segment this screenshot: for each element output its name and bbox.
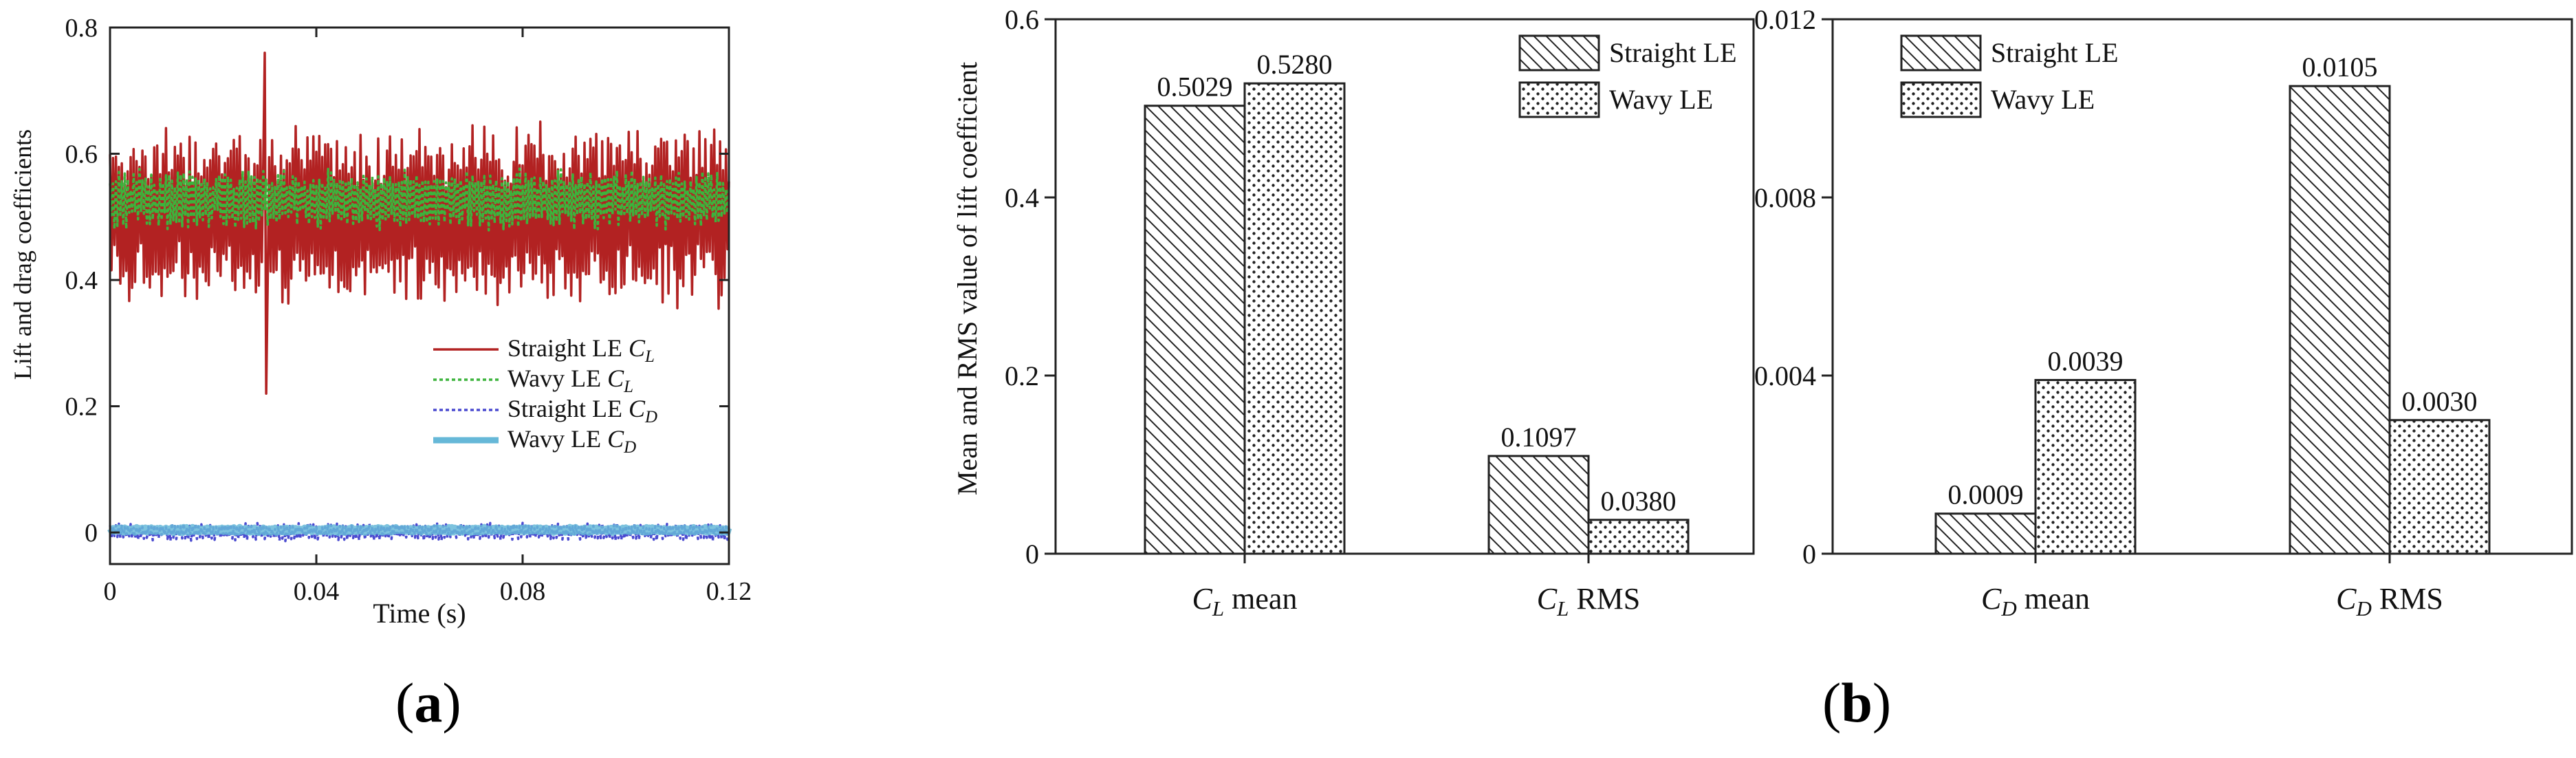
x-tick-label: 0.12 bbox=[706, 577, 752, 606]
bar-wavy-2 bbox=[2388, 419, 2491, 555]
data-label-straight-2: 0.1097 bbox=[1501, 422, 1577, 453]
y-tick-label: 0 bbox=[1025, 539, 1039, 570]
plot-frame bbox=[109, 26, 730, 565]
data-label-wavy-1: 0.5280 bbox=[1257, 49, 1333, 80]
plot-frame bbox=[1831, 18, 2573, 555]
bars: 0.0009 0.0039 0.0105 0.0030 bbox=[1934, 52, 2491, 555]
y-tick-label: 0.6 bbox=[65, 140, 98, 169]
category-label-2: CD RMS bbox=[2336, 582, 2443, 620]
data-label-straight-1: 0.5029 bbox=[1157, 72, 1233, 102]
x-tick-label: 0 bbox=[104, 577, 117, 606]
x-tick-label: 0.04 bbox=[294, 577, 340, 606]
legend: Straight LE Wavy LE bbox=[1900, 34, 2119, 118]
y-tick-label: 0.004 bbox=[1754, 360, 1816, 391]
y-tick-label: 0 bbox=[1802, 539, 1816, 570]
bar-straight-1 bbox=[1934, 512, 2037, 555]
series-line-1 bbox=[109, 51, 730, 395]
y-tick-label: 0.6 bbox=[1005, 4, 1039, 35]
x-axis-label: Time (s) bbox=[373, 598, 466, 629]
panel-a-line-chart: 0 0.2 0.4 0.6 0.8 0 0.04 0.08 0.12 Lift and drag… bbox=[9, 14, 752, 629]
legend-label-2: Wavy LE CL bbox=[507, 365, 633, 396]
bar-wavy-2 bbox=[1587, 519, 1690, 555]
y-tick-label: 0 bbox=[85, 519, 98, 548]
data-label-wavy-2: 0.0030 bbox=[2402, 386, 2478, 417]
legend: Straight LE Wavy LE bbox=[1518, 34, 1737, 118]
x-tick-label: 0.08 bbox=[500, 577, 546, 606]
bars: 0.5029 0.5280 0.1097 0.0380 bbox=[1144, 49, 1690, 555]
legend-label-3: Straight LE CD bbox=[507, 395, 657, 426]
plot-frame bbox=[1054, 18, 1755, 555]
legend-swatch-1 bbox=[1518, 34, 1600, 72]
panel-b-lift-bar-chart: 0.5029 0.5280 0.1097 0.0380 CL mean CL RMS 0 0… bbox=[952, 4, 1755, 620]
y-tick-label: 0.2 bbox=[65, 393, 98, 422]
y-tick-label: 0.008 bbox=[1754, 182, 1816, 213]
bar-straight-1 bbox=[1144, 105, 1246, 555]
data-label-straight-1: 0.0009 bbox=[1948, 479, 2024, 510]
axes: 0 0.2 0.4 0.6 0.8 0 0.04 0.08 0.12 bbox=[65, 14, 752, 606]
series-line-2 bbox=[109, 167, 730, 232]
legend-label-1: Straight LE CL bbox=[507, 334, 655, 366]
y-tick-label: 0.8 bbox=[65, 14, 98, 43]
legend-label-2: Wavy LE bbox=[1609, 84, 1713, 115]
data-label-wavy-1: 0.0039 bbox=[2048, 345, 2124, 376]
y-axis-label: Mean and RMS value of lift coefficient bbox=[952, 62, 983, 495]
data-label-straight-2: 0.0105 bbox=[2302, 52, 2378, 83]
plot-area bbox=[107, 51, 732, 543]
y-tick-label: 0.4 bbox=[65, 266, 98, 295]
y-axis-label: Lift and drag coefficients bbox=[9, 129, 36, 380]
series-line-4 bbox=[107, 523, 732, 537]
bar-straight-2 bbox=[1487, 455, 1590, 555]
legend-swatch-2 bbox=[1518, 81, 1600, 118]
category-label-1: CL mean bbox=[1192, 582, 1298, 620]
bar-wavy-1 bbox=[1243, 82, 1346, 555]
panel-b-drag-bar-chart: 0.0009 0.0039 0.0105 0.0030 CD mean CD RMS 0 0… bbox=[1754, 4, 2573, 620]
bar-wavy-1 bbox=[2034, 378, 2137, 555]
legend-label-1: Straight LE bbox=[1991, 37, 2119, 68]
legend-label-1: Straight LE bbox=[1609, 37, 1737, 68]
y-tick-label: 0.4 bbox=[1005, 182, 1039, 213]
y-tick-label: 0.2 bbox=[1005, 360, 1039, 391]
panel-label-b: (b) bbox=[1822, 671, 1892, 734]
axes: CD mean CD RMS 0 0.004 0.008 0.012 bbox=[1754, 4, 2573, 620]
y-tick-label: 0.012 bbox=[1754, 4, 1816, 35]
bar-straight-2 bbox=[2289, 85, 2391, 555]
category-label-1: CD mean bbox=[1981, 582, 2090, 620]
data-label-wavy-2: 0.0380 bbox=[1601, 486, 1677, 517]
panel-label-a: (a) bbox=[395, 671, 461, 734]
legend-label-4: Wavy LE CD bbox=[507, 425, 636, 457]
axes: CL mean CL RMS 0 0.2 0.4 0.6 bbox=[1005, 4, 1755, 620]
legend-swatch-1 bbox=[1900, 34, 1982, 72]
category-label-2: CL RMS bbox=[1537, 582, 1641, 620]
legend-label-2: Wavy LE bbox=[1991, 84, 2095, 115]
legend-swatch-2 bbox=[1900, 81, 1982, 118]
